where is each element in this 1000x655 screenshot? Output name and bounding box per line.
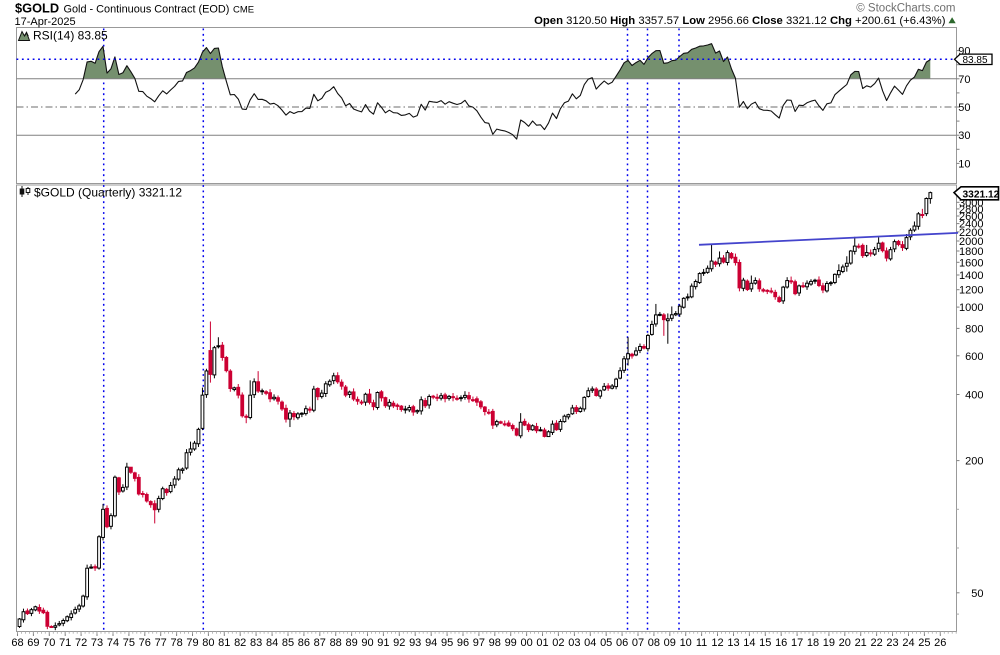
svg-text:98: 98 xyxy=(489,637,501,649)
svg-text:13: 13 xyxy=(727,637,739,649)
svg-text:99: 99 xyxy=(505,637,517,649)
svg-text:92: 92 xyxy=(393,637,405,649)
svg-text:Open 3120.50 High 3357.57 Low: Open 3120.50 High 3357.57 Low 2956.66 Cl… xyxy=(534,15,946,27)
svg-text:70: 70 xyxy=(958,74,970,86)
svg-text:1600: 1600 xyxy=(959,257,983,269)
svg-text:75: 75 xyxy=(123,637,135,649)
svg-text:94: 94 xyxy=(425,637,437,649)
svg-text:2600: 2600 xyxy=(959,211,983,223)
svg-text:02: 02 xyxy=(552,637,564,649)
svg-text:$GOLD (Quarterly) 3321.12: $GOLD (Quarterly) 3321.12 xyxy=(34,186,182,200)
svg-text:68: 68 xyxy=(11,637,23,649)
svg-text:50: 50 xyxy=(971,588,983,600)
svg-text:97: 97 xyxy=(473,637,485,649)
svg-text:16: 16 xyxy=(775,637,787,649)
svg-text:RSI(14) 83.85: RSI(14) 83.85 xyxy=(33,29,108,43)
svg-text:400: 400 xyxy=(965,390,983,402)
svg-text:19: 19 xyxy=(823,637,835,649)
svg-text:2000: 2000 xyxy=(959,236,983,248)
svg-text:26: 26 xyxy=(934,637,946,649)
svg-text:23: 23 xyxy=(886,637,898,649)
svg-text:17-Apr-2025: 17-Apr-2025 xyxy=(15,16,76,28)
svg-text:74: 74 xyxy=(107,637,119,649)
svg-text:06: 06 xyxy=(616,637,628,649)
svg-text:78: 78 xyxy=(170,637,182,649)
svg-text:10: 10 xyxy=(958,158,970,170)
svg-text:3321.12: 3321.12 xyxy=(963,189,1000,200)
svg-text:00: 00 xyxy=(520,637,532,649)
svg-text:83.85: 83.85 xyxy=(963,55,988,66)
svg-text:10: 10 xyxy=(680,637,692,649)
svg-text:200: 200 xyxy=(965,456,983,468)
svg-text:83: 83 xyxy=(250,637,262,649)
svg-text:20: 20 xyxy=(839,637,851,649)
svg-text:80: 80 xyxy=(202,637,214,649)
svg-text:50: 50 xyxy=(958,102,970,114)
svg-text:81: 81 xyxy=(218,637,230,649)
svg-text:18: 18 xyxy=(807,637,819,649)
svg-text:15: 15 xyxy=(759,637,771,649)
svg-text:1000: 1000 xyxy=(959,302,983,314)
svg-text:95: 95 xyxy=(441,637,453,649)
svg-text:11: 11 xyxy=(696,637,707,649)
svg-text:04: 04 xyxy=(584,637,596,649)
svg-text:2400: 2400 xyxy=(959,219,983,231)
svg-text:87: 87 xyxy=(314,637,326,649)
svg-text:89: 89 xyxy=(345,637,357,649)
svg-text:1400: 1400 xyxy=(959,270,983,282)
svg-text:17: 17 xyxy=(791,637,803,649)
svg-text:70: 70 xyxy=(43,637,55,649)
svg-text:76: 76 xyxy=(139,637,151,649)
svg-text:79: 79 xyxy=(186,637,198,649)
svg-text:22: 22 xyxy=(870,637,882,649)
svg-text:84: 84 xyxy=(266,637,278,649)
svg-text:01: 01 xyxy=(536,637,548,649)
svg-text:93: 93 xyxy=(409,637,421,649)
svg-text:25: 25 xyxy=(918,637,930,649)
svg-text:05: 05 xyxy=(600,637,612,649)
svg-text:14: 14 xyxy=(743,637,755,649)
svg-text:12: 12 xyxy=(711,637,723,649)
svg-text:24: 24 xyxy=(902,637,914,649)
svg-text:07: 07 xyxy=(632,637,644,649)
svg-text:CME: CME xyxy=(233,5,254,16)
svg-text:72: 72 xyxy=(75,637,87,649)
svg-text:03: 03 xyxy=(568,637,580,649)
svg-text:86: 86 xyxy=(298,637,310,649)
svg-text:Gold - Continuous Contract (EO: Gold - Continuous Contract (EOD) xyxy=(64,4,230,16)
svg-text:91: 91 xyxy=(377,637,389,649)
svg-text:© StockCharts.com: © StockCharts.com xyxy=(856,3,955,15)
svg-text:09: 09 xyxy=(664,637,676,649)
svg-text:30: 30 xyxy=(958,130,970,142)
svg-text:88: 88 xyxy=(330,637,342,649)
svg-text:85: 85 xyxy=(282,637,294,649)
svg-text:96: 96 xyxy=(457,637,469,649)
svg-text:21: 21 xyxy=(855,637,867,649)
svg-text:69: 69 xyxy=(27,637,39,649)
svg-text:08: 08 xyxy=(648,637,660,649)
svg-text:800: 800 xyxy=(965,323,983,335)
svg-text:77: 77 xyxy=(155,637,167,649)
svg-text:82: 82 xyxy=(234,637,246,649)
svg-text:71: 71 xyxy=(59,637,71,649)
svg-text:90: 90 xyxy=(361,637,373,649)
svg-text:1800: 1800 xyxy=(959,246,983,258)
svg-text:1200: 1200 xyxy=(959,285,983,297)
svg-text:2200: 2200 xyxy=(959,227,983,239)
svg-text:600: 600 xyxy=(965,351,983,363)
svg-text:$GOLD: $GOLD xyxy=(15,1,59,16)
svg-text:2800: 2800 xyxy=(959,204,983,216)
svg-text:73: 73 xyxy=(91,637,103,649)
